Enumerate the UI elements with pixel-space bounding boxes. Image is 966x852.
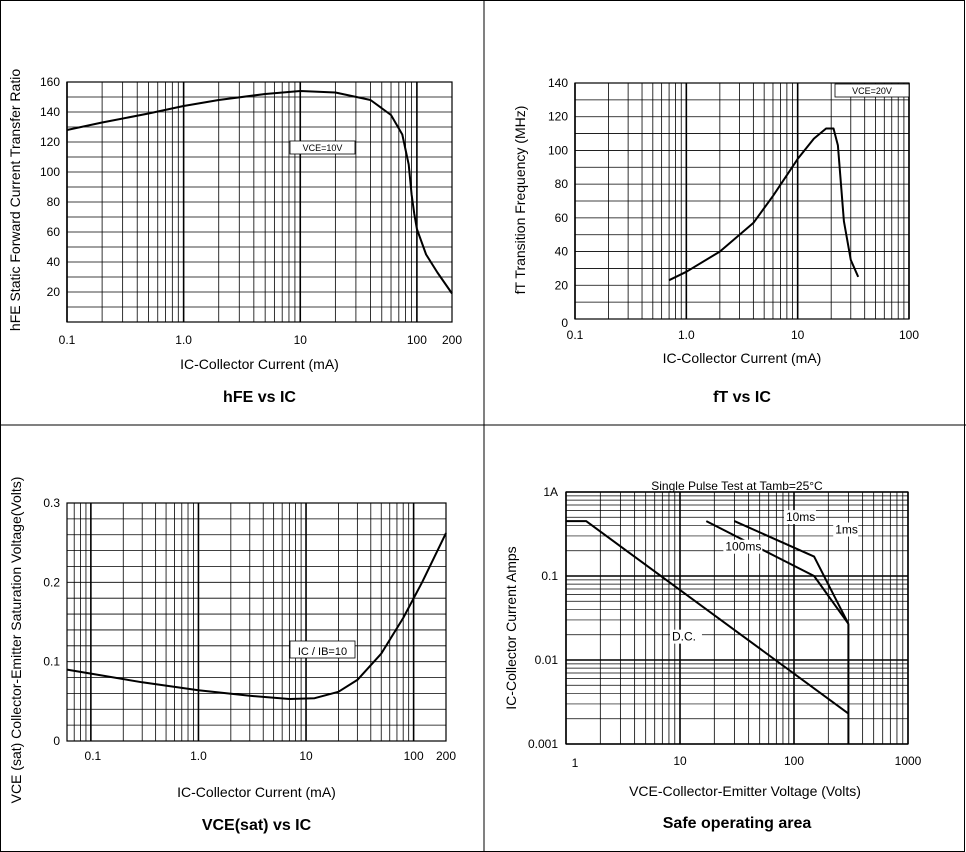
chart-title: VCE(sat) vs IC — [202, 817, 312, 834]
y-tick-label: 0.3 — [43, 496, 60, 510]
y-tick-label: 40 — [47, 255, 61, 269]
y-tick-label: 120 — [40, 135, 60, 149]
x-tick-label: 10 — [791, 328, 805, 342]
annotation-box — [289, 140, 356, 155]
x-axis-label: VCE-Collector-Emitter Voltage (Volts) — [629, 783, 861, 799]
x-tick-label: 0.1 — [59, 333, 76, 347]
x-tick-label: 200 — [442, 333, 462, 347]
annotation-label: VCE=20V — [852, 86, 892, 96]
series-line-d-c- — [566, 520, 849, 715]
x-tick-label: 100 — [784, 754, 804, 768]
series-label-bg — [723, 539, 763, 554]
chart-1: 0.1 1.0 10 100 200 20 40 60 80 100 120 140 160 IC-Col… — [7, 69, 462, 406]
chart-subtitle: Single Pulse Test at Tamb=25°C — [651, 479, 823, 493]
chart-4: 1 10 100 1000 0.001 0.01 0.1 1A VCE-Collector-Em… — [503, 479, 922, 832]
y-tick-label: 20 — [47, 285, 61, 299]
y-tick-label: 0.001 — [528, 737, 558, 751]
x-tick-label: 100 — [404, 749, 424, 763]
y-axis-label: IC-Collector Current Amps — [503, 546, 519, 709]
y-tick-label: 40 — [555, 245, 569, 259]
y-tick-label: 140 — [548, 76, 568, 90]
chart-3: 0.1 1.0 10 100 200 0 0.1 0.2 0.3 IC-Collector Cur… — [8, 477, 456, 834]
y-axis-label: hFE Static Forward Current Transfer Rati… — [7, 69, 23, 331]
series-label: 100ms — [725, 540, 761, 554]
series-label: 1ms — [835, 523, 858, 537]
chart-title: fT vs IC — [713, 389, 771, 406]
series-label-bg — [833, 522, 859, 537]
series-line-100ms — [705, 520, 850, 625]
series-label-bg — [669, 629, 702, 644]
y-tick-label: 140 — [40, 105, 60, 119]
y-tick-label: 0.2 — [43, 575, 60, 589]
x-tick-label: 100 — [407, 333, 427, 347]
y-tick-label: 100 — [40, 165, 60, 179]
x-axis-label: IC-Collector Current (mA) — [180, 356, 339, 372]
x-tick-label: 1.0 — [678, 328, 695, 342]
y-tick-label: 160 — [40, 75, 60, 89]
series-line-1 — [66, 90, 453, 295]
x-tick-label: 1.0 — [190, 749, 207, 763]
annotation-box — [834, 83, 910, 98]
chart-title: hFE vs IC — [223, 389, 296, 406]
chart-2: 0.1 1.0 10 100 0 20 40 60 80 100 120 140 IC-Collecto… — [512, 76, 919, 406]
series-label: 10ms — [786, 510, 815, 524]
y-tick-label: 60 — [555, 211, 569, 225]
x-axis-label: IC-Collector Current (mA) — [177, 784, 336, 800]
annotation-box — [289, 640, 356, 659]
x-tick-label: 1000 — [895, 754, 922, 768]
plot-area — [66, 502, 447, 742]
x-tick-label: 1 — [572, 756, 579, 770]
series-line-1 — [668, 127, 860, 282]
x-axis-label: IC-Collector Current (mA) — [663, 350, 822, 366]
chart-title: Safe operating area — [663, 815, 812, 832]
x-tick-label: 10 — [673, 754, 687, 768]
y-tick-label: 120 — [548, 110, 568, 124]
y-tick-label: 80 — [47, 195, 61, 209]
y-tick-label: 0 — [53, 734, 60, 748]
x-tick-label: 10 — [299, 749, 313, 763]
x-tick-label: 10 — [294, 333, 308, 347]
series-line-1 — [66, 532, 447, 700]
annotation-label: IC / IB=10 — [298, 646, 347, 658]
x-tick-label: 200 — [436, 749, 456, 763]
y-tick-label: 0.01 — [535, 653, 559, 667]
y-tick-label: 0 — [561, 316, 568, 330]
x-tick-label: 1.0 — [175, 333, 192, 347]
y-tick-label: 0.1 — [43, 655, 60, 669]
series-label: D.C. — [672, 630, 696, 644]
x-tick-label: 0.1 — [85, 749, 102, 763]
y-tick-label: 1A — [543, 485, 558, 499]
y-tick-label: 20 — [555, 278, 569, 292]
y-tick-label: 60 — [47, 225, 61, 239]
y-tick-label: 100 — [548, 143, 568, 157]
y-axis-label: VCE (sat) Collector-Emitter Saturation V… — [8, 477, 24, 804]
annotation-label: VCE=10V — [303, 143, 343, 153]
series-line-10ms — [733, 520, 850, 625]
series-label-bg — [783, 510, 816, 525]
x-tick-label: 100 — [899, 328, 919, 342]
y-tick-label: 0.1 — [541, 569, 558, 583]
y-tick-label: 80 — [555, 177, 569, 191]
y-axis-label: fT Transition Frequency (MHz) — [512, 106, 528, 295]
x-tick-label: 0.1 — [567, 328, 584, 342]
